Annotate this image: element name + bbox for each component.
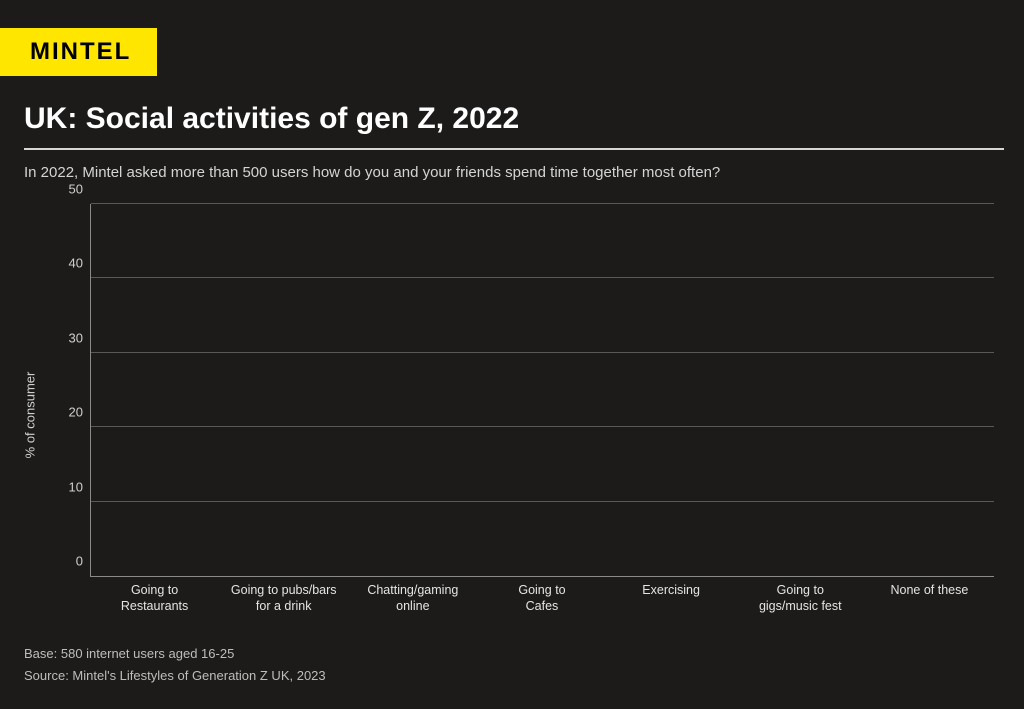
y-tick-label: 10	[69, 479, 83, 494]
y-tick-label: 0	[76, 554, 83, 569]
x-tick-label: Going to Cafes	[483, 583, 601, 614]
x-axis-labels: Going to Restaurants Going to pubs/bars f…	[90, 577, 994, 614]
x-tick-label: Going to pubs/bars for a drink	[225, 583, 343, 614]
x-tick-label: Going to gigs/music fest	[742, 583, 860, 614]
chart-footer: Base: 580 internet users aged 16-25 Sour…	[24, 643, 326, 687]
x-tick-label: Exercising	[612, 583, 730, 614]
bars	[91, 204, 994, 576]
x-tick-label: Going to Restaurants	[96, 583, 214, 614]
bar-chart: % of consumer 01020304050 Going to Resta…	[24, 204, 994, 625]
footer-base: Base: 580 internet users aged 16-25	[24, 643, 326, 665]
chart-title: UK: Social activities of gen Z, 2022	[24, 102, 519, 136]
title-rule	[24, 148, 1004, 150]
footer-source: Source: Mintel's Lifestyles of Generatio…	[24, 665, 326, 687]
x-tick-label: Chatting/gaming online	[354, 583, 472, 614]
y-tick-label: 30	[69, 330, 83, 345]
brand-badge: MINTEL	[0, 28, 157, 76]
y-tick-label: 50	[69, 182, 83, 197]
y-tick-label: 40	[69, 256, 83, 271]
y-tick-label: 20	[69, 405, 83, 420]
chart-subtitle: In 2022, Mintel asked more than 500 user…	[24, 164, 720, 181]
plot-area: 01020304050	[90, 204, 994, 577]
y-axis-label: % of consumer	[23, 371, 38, 458]
x-tick-label: None of these	[871, 583, 989, 614]
